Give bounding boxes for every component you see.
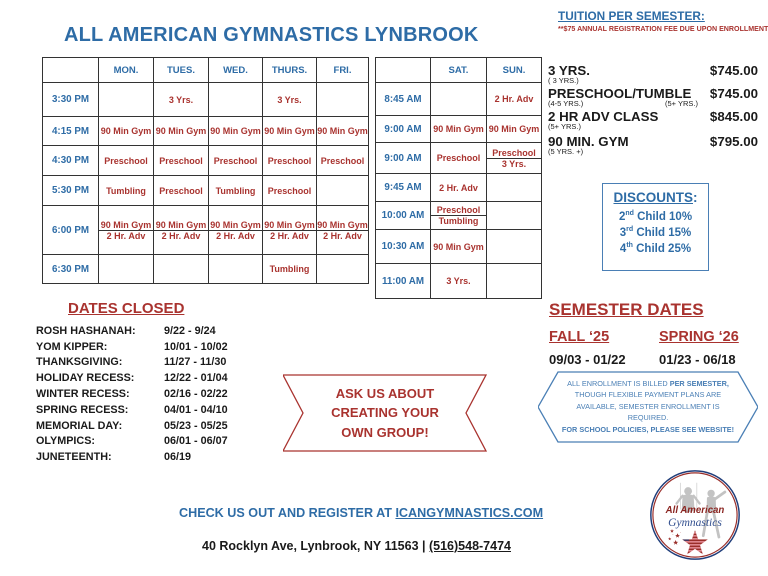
svg-text:All American: All American <box>665 505 725 516</box>
svg-text:Gymnastics: Gymnastics <box>668 517 722 529</box>
